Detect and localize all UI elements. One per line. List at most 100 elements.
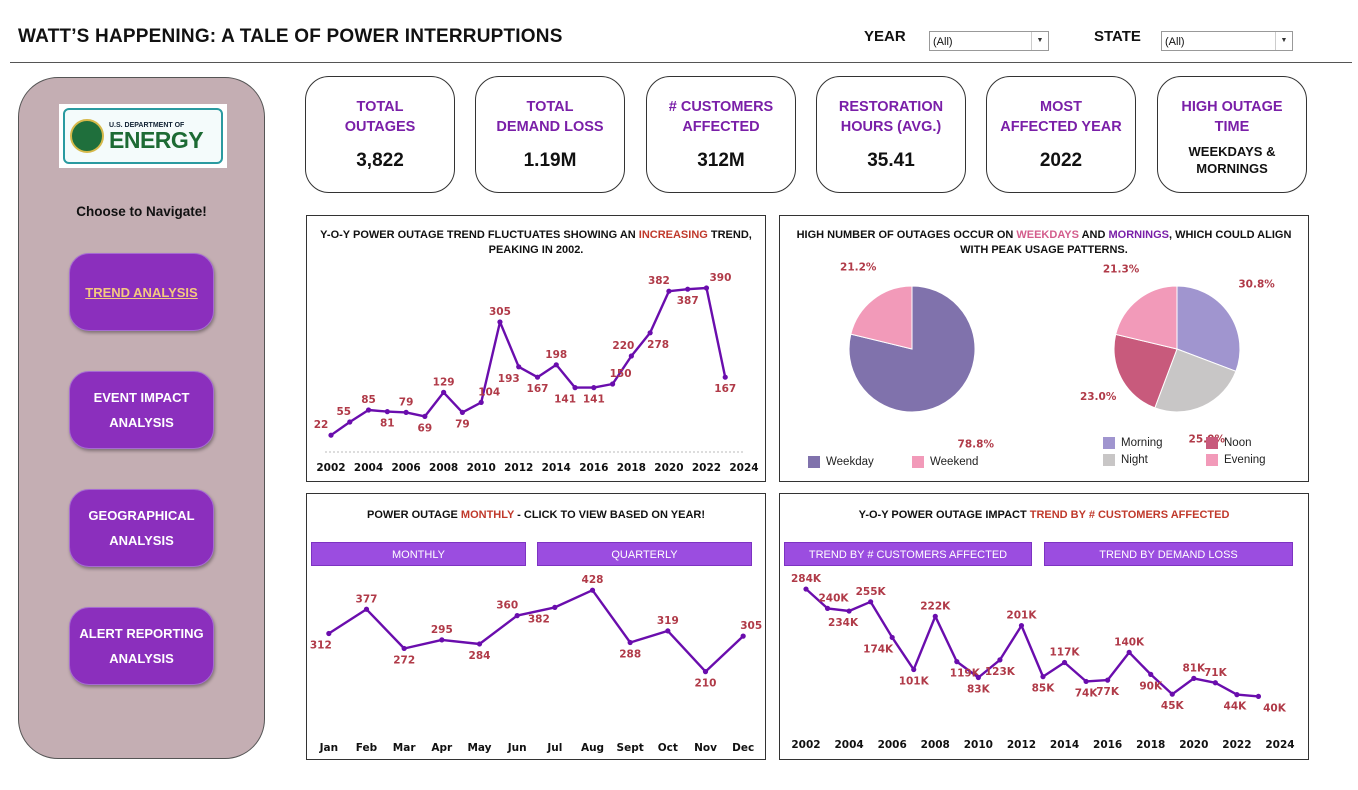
tab-trend-by-demand-loss[interactable]: TREND BY DEMAND LOSS [1044, 542, 1293, 566]
outage-timing-pies[interactable]: 78.8%21.2%30.8%25.0%23.0%21.3% [780, 216, 1308, 481]
pie-slice[interactable] [1115, 285, 1178, 350]
data-point[interactable] [365, 407, 372, 413]
data-point[interactable] [932, 613, 938, 619]
data-point[interactable] [628, 353, 634, 359]
data-point[interactable] [422, 413, 428, 419]
data-point[interactable] [552, 604, 558, 610]
chevron-down-icon[interactable]: ▼ [1031, 32, 1048, 50]
data-point[interactable] [702, 669, 709, 675]
state-filter-select[interactable]: (All) ▼ [1161, 31, 1293, 51]
data-label: 81 [380, 418, 395, 430]
data-point[interactable] [476, 641, 483, 647]
data-point[interactable] [347, 419, 353, 425]
pie-slice[interactable] [1113, 333, 1178, 409]
data-point[interactable] [328, 432, 334, 438]
year-filter-select[interactable]: (All) ▼ [929, 31, 1049, 51]
header-divider [10, 62, 1352, 63]
data-point[interactable] [703, 285, 710, 291]
data-point[interactable] [1126, 649, 1132, 655]
data-point[interactable] [326, 630, 332, 637]
data-point[interactable] [384, 409, 390, 415]
data-point[interactable] [954, 659, 960, 665]
alert-reporting-analysis-button[interactable]: ALERT REPORTING ANALYSIS [69, 607, 214, 685]
data-point[interactable] [868, 599, 874, 605]
tab-monthly[interactable]: MONTHLY [311, 542, 526, 566]
legend-noon[interactable]: Noon [1206, 437, 1252, 449]
data-point[interactable] [1061, 659, 1068, 666]
tab-quarterly[interactable]: QUARTERLY [537, 542, 752, 566]
data-point[interactable] [1040, 674, 1046, 680]
data-label: 174K [863, 643, 894, 655]
title-highlight: WEEKDAYS [1016, 229, 1079, 241]
customer-impact-chart[interactable]: 284K 240K 234K 255K 174K 101K 222K 119K 83K 123K 2… [780, 494, 1308, 759]
legend-evening[interactable]: Evening [1206, 454, 1266, 466]
data-point[interactable] [846, 608, 852, 614]
data-point[interactable] [514, 613, 520, 619]
event-impact-analysis-button[interactable]: EVENT IMPACT ANALYSIS [69, 371, 214, 449]
chevron-down-icon[interactable]: ▼ [1275, 32, 1292, 50]
geographical-analysis-button[interactable]: GEOGRAPHICAL ANALYSIS [69, 489, 214, 567]
data-point[interactable] [1212, 680, 1218, 686]
data-point[interactable] [889, 634, 895, 641]
data-point[interactable] [478, 399, 484, 405]
event-impact-label: EVENT IMPACT ANALYSIS [94, 385, 190, 435]
data-point[interactable] [363, 606, 370, 612]
data-point[interactable] [997, 657, 1003, 663]
legend-weekday[interactable]: Weekday [808, 456, 874, 468]
data-point[interactable] [401, 645, 407, 652]
slice-label: 23.0% [1080, 391, 1117, 403]
data-point[interactable] [459, 409, 466, 415]
data-point[interactable] [441, 389, 447, 395]
data-point[interactable] [722, 374, 728, 380]
kpi-high-outage-time: HIGH OUTAGE TIME WEEKDAYS & MORNINGS [1157, 76, 1307, 193]
data-point[interactable] [1255, 693, 1262, 699]
data-point[interactable] [591, 385, 597, 391]
data-label: 387 [677, 295, 699, 307]
legend-weekend[interactable]: Weekend [912, 456, 978, 468]
data-point[interactable] [1148, 671, 1154, 677]
data-point[interactable] [666, 288, 672, 294]
monthly-outage-chart[interactable]: 312 377 272 295 284 360 382 428 288 319 210 305 Jan F… [307, 494, 765, 759]
data-point[interactable] [685, 286, 691, 292]
data-label: 22 [314, 419, 329, 431]
data-point[interactable] [516, 364, 522, 370]
data-point[interactable] [439, 637, 445, 643]
pie-slice[interactable] [1154, 348, 1237, 413]
data-point[interactable] [534, 374, 541, 380]
data-point[interactable] [1169, 691, 1175, 697]
pie-slice[interactable] [1176, 285, 1241, 372]
title-part: PEAKING IN 2002. [488, 244, 584, 256]
data-point[interactable] [403, 409, 409, 415]
data-point[interactable] [647, 330, 653, 336]
title-part: Y-O-Y POWER OUTAGE IMPACT [858, 509, 1030, 521]
data-point[interactable] [589, 587, 596, 593]
data-point[interactable] [1105, 677, 1111, 683]
data-label: 278 [647, 339, 669, 351]
data-point[interactable] [665, 628, 671, 634]
data-point[interactable] [1234, 692, 1240, 698]
pie-slice[interactable] [850, 285, 913, 350]
data-point[interactable] [627, 639, 633, 646]
data-point[interactable] [497, 319, 503, 325]
yoy-trend-chart[interactable]: 22 55 85 81 79 69 129 79 104 305 193 167 198 141 141 15… [307, 216, 765, 481]
data-point[interactable] [572, 385, 578, 391]
legend-night[interactable]: Night [1103, 454, 1148, 466]
data-point[interactable] [609, 381, 616, 387]
data-point[interactable] [740, 633, 746, 639]
tab-trend-by-customers[interactable]: TREND BY # CUSTOMERS AFFECTED [784, 542, 1032, 566]
data-point[interactable] [824, 605, 831, 611]
title-part: POWER OUTAGE [367, 509, 461, 521]
data-point[interactable] [553, 362, 559, 368]
data-point[interactable] [1083, 678, 1089, 685]
title-part: TREND, [707, 229, 752, 241]
title-highlight: TREND BY # CUSTOMERS AFFECTED [1029, 509, 1230, 521]
data-point[interactable] [1018, 622, 1025, 629]
data-point[interactable] [911, 666, 917, 673]
data-point[interactable] [803, 586, 809, 592]
data-point[interactable] [975, 674, 981, 681]
trend-analysis-button[interactable]: TREND ANALYSIS [69, 253, 214, 331]
kpi-label: # CUSTOMERS AFFECTED [668, 99, 774, 135]
legend-morning[interactable]: Morning [1103, 437, 1163, 449]
kpi-label: TOTAL DEMAND LOSS [496, 99, 604, 135]
data-point[interactable] [1191, 675, 1197, 681]
